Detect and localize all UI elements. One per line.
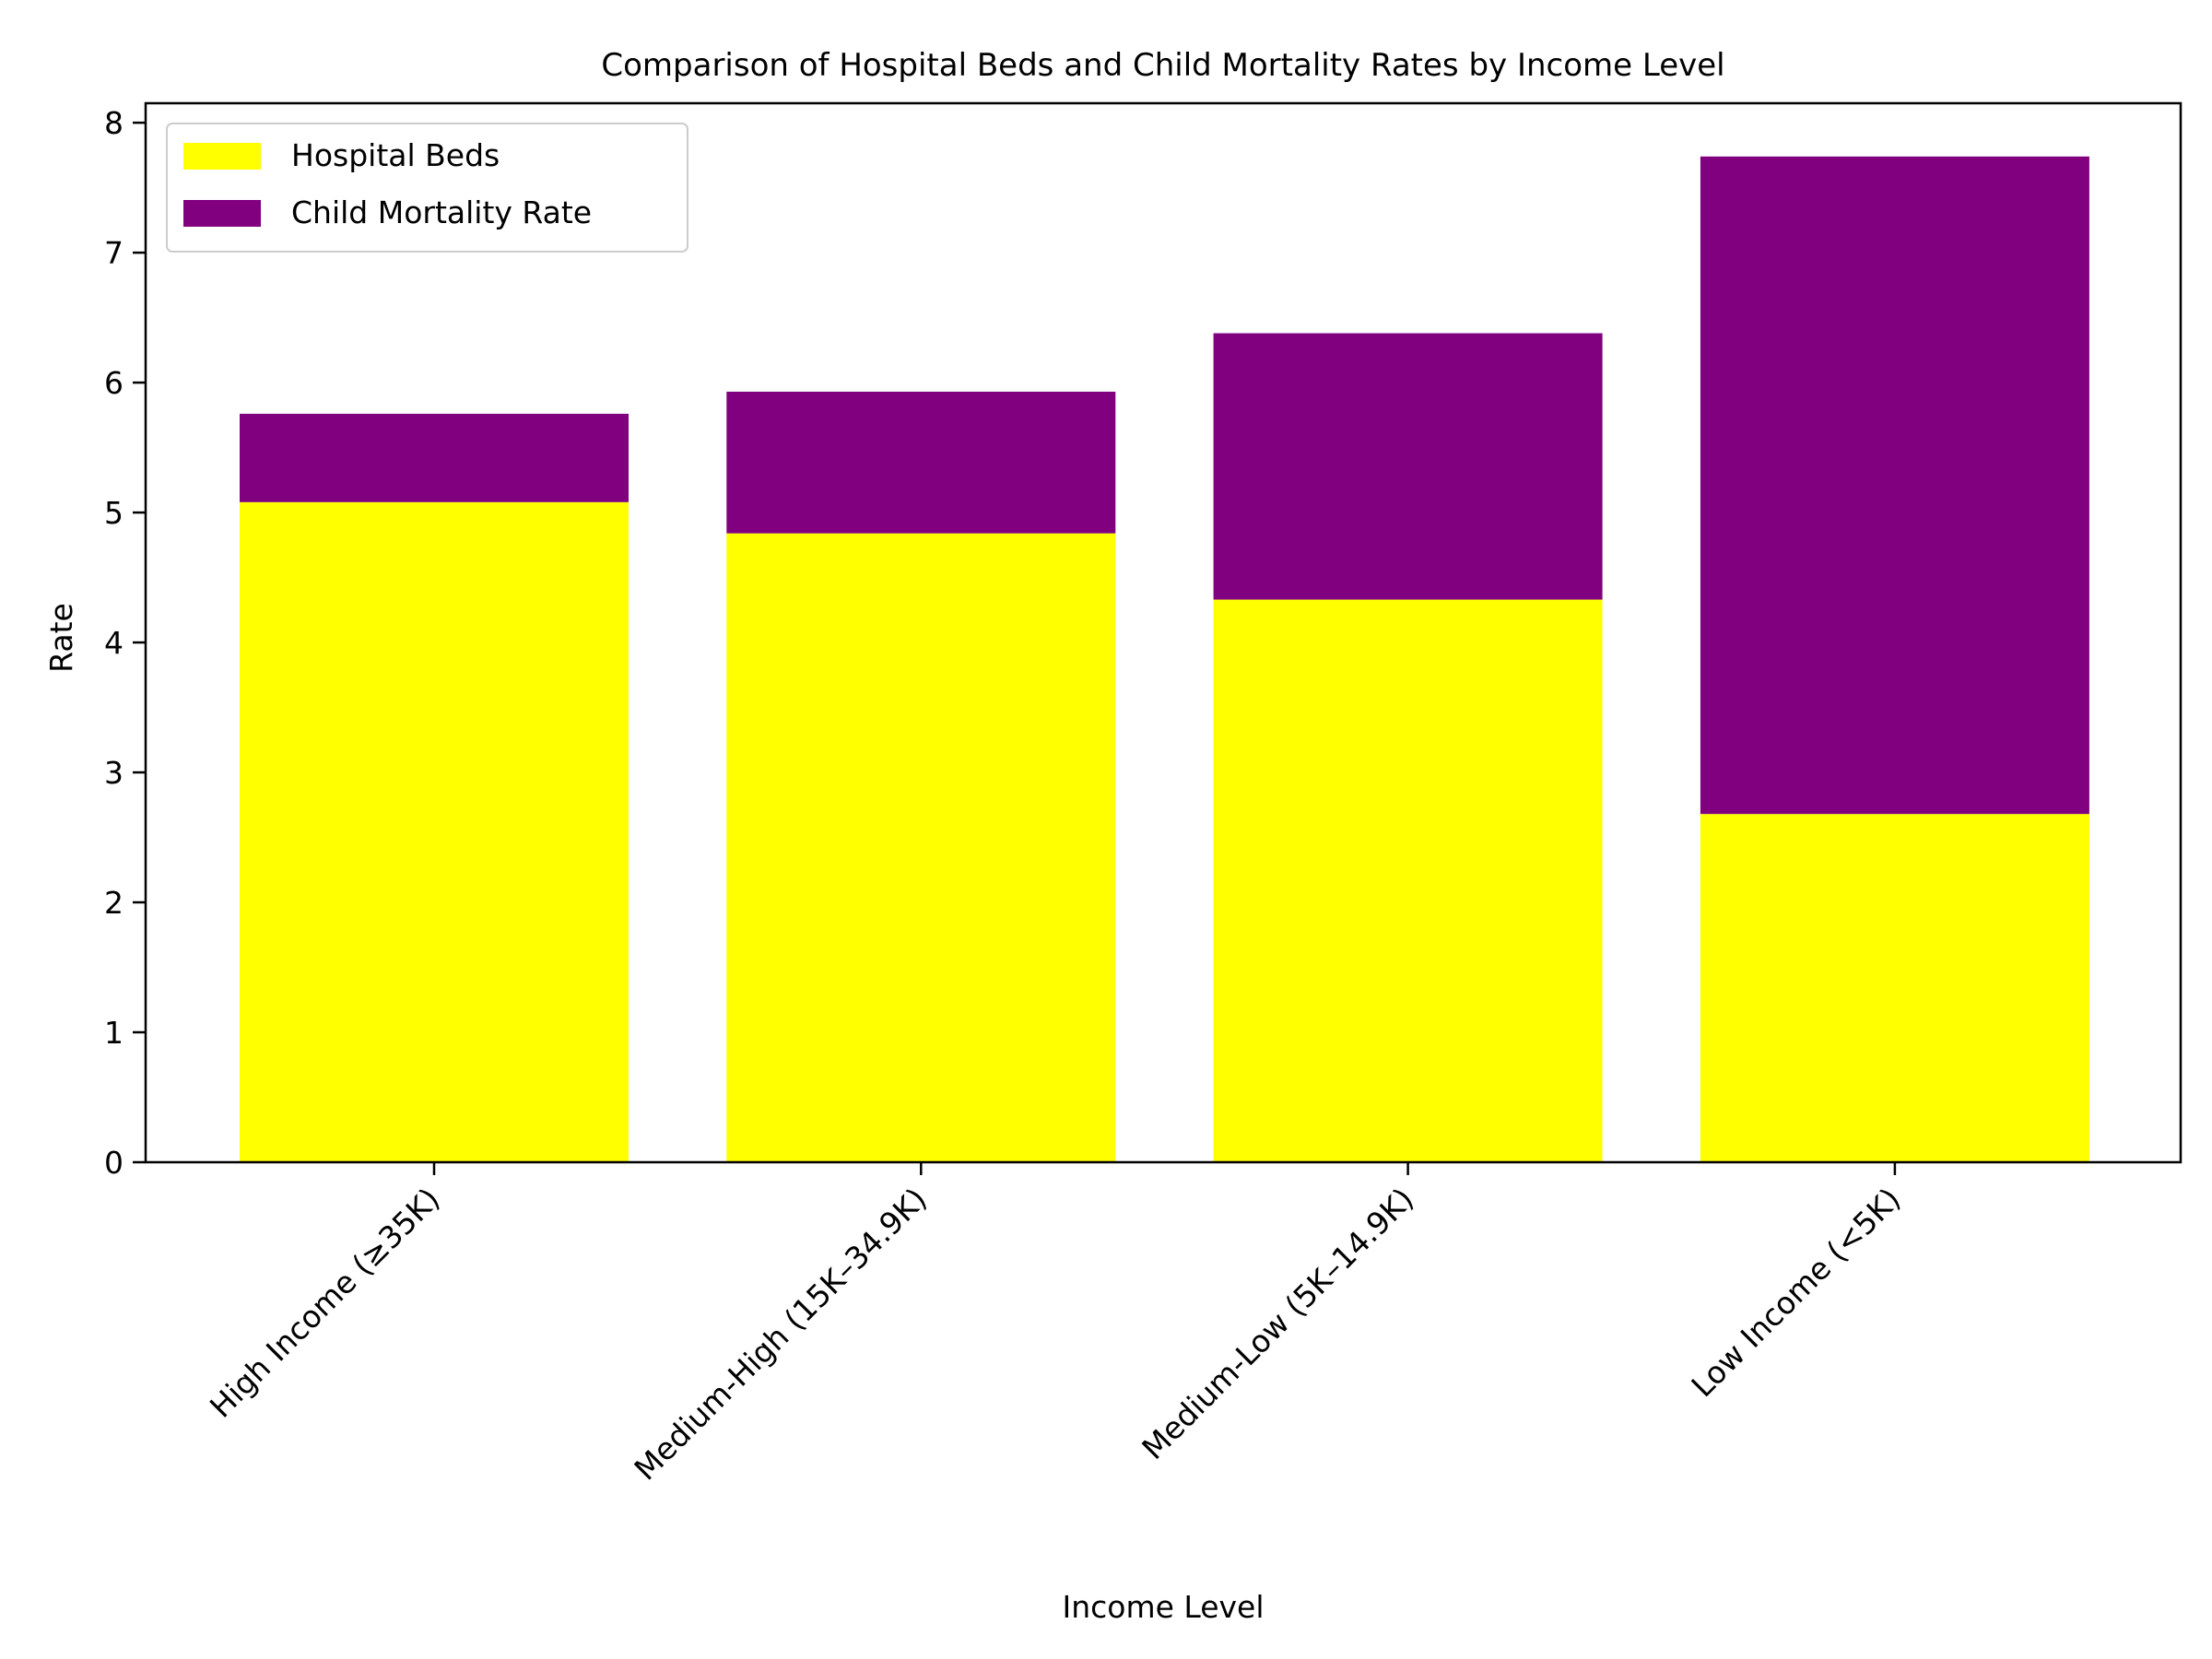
bar-child-mortality-rate-high-income-35k <box>240 413 629 502</box>
y-tick-label: 3 <box>104 755 124 791</box>
legend-box <box>166 123 688 253</box>
y-tick-label: 5 <box>104 495 124 531</box>
y-tick-label: 8 <box>104 105 124 141</box>
y-tick-label: 0 <box>104 1145 124 1181</box>
plot-frame <box>144 101 2183 1164</box>
x-axis: High Income (≥35K) Medium-High (15K–34.9K… <box>203 1162 1908 1488</box>
x-tick-label-medium-high-15k-34-9k: Medium-High (15K–34.9K) <box>627 1181 933 1487</box>
bar-hospital-beds-medium-low-5k-14-9k <box>1213 599 1603 1162</box>
y-tick-label: 6 <box>104 365 124 401</box>
legend-label-hospital-beds: Hospital Beds <box>291 137 500 173</box>
bar-child-mortality-rate-medium-low-5k-14-9k <box>1213 333 1603 600</box>
x-tick-label-high-income-35k: High Income (≥35K) <box>203 1181 447 1425</box>
x-tick-label-low-income-5k: Low Income (<5K) <box>1684 1181 1907 1404</box>
x-axis-label: Income Level <box>1062 1589 1264 1625</box>
bar-hospital-beds-low-income-5k <box>1700 814 2089 1162</box>
chart-title: Comparison of Hospital Beds and Child Mo… <box>601 47 1724 84</box>
y-axis-label: Rate <box>43 603 79 673</box>
bar-child-mortality-rate-medium-high-15k-34-9k <box>726 391 1116 534</box>
legend: Hospital Beds Child Mortality Rate <box>166 123 688 253</box>
x-tick-label-medium-low-5k-14-9k: Medium-Low (5K–14.9K) <box>1135 1181 1420 1466</box>
legend-label-child-mortality-rate: Child Mortality Rate <box>291 194 592 230</box>
legend-swatch-hospital-beds <box>183 143 261 170</box>
y-tick-label: 2 <box>104 885 124 921</box>
y-tick-label: 4 <box>104 625 124 661</box>
legend-swatch-child-mortality-rate <box>183 200 261 227</box>
bars-layer <box>240 156 2089 1162</box>
bar-hospital-beds-medium-high-15k-34-9k <box>726 533 1116 1162</box>
bar-hospital-beds-high-income-35k <box>240 501 629 1162</box>
y-tick-label: 7 <box>104 235 124 271</box>
bar-child-mortality-rate-low-income-5k <box>1700 156 2089 815</box>
y-tick-label: 1 <box>104 1015 124 1051</box>
y-axis: 0 1 2 3 4 5 6 7 8 <box>104 105 146 1181</box>
